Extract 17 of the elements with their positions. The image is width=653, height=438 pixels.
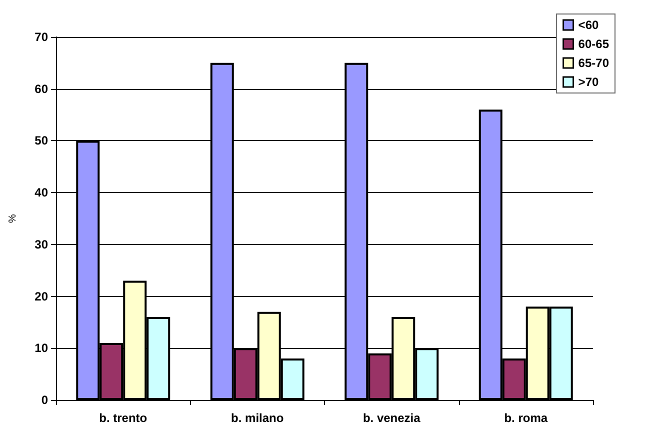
- y-tick-label: 50: [34, 134, 48, 148]
- x-tick-label: b. trento: [99, 411, 148, 425]
- y-tick-label: 70: [34, 30, 48, 44]
- y-axis-title: %: [8, 214, 18, 223]
- y-tick-label: 10: [34, 341, 48, 356]
- y-tick-label: 30: [34, 237, 48, 252]
- legend-label: 65-70: [578, 56, 610, 70]
- legend-label: <60: [578, 18, 599, 32]
- x-tick-label: b. roma: [504, 411, 548, 425]
- legend-label: 60-65: [578, 37, 610, 51]
- legend-label: >70: [578, 75, 599, 89]
- y-tick-label: 40: [34, 186, 48, 200]
- y-tick-label: 60: [34, 82, 48, 96]
- x-tick-label: b. milano: [231, 411, 284, 425]
- x-tick-label: b. venezia: [362, 411, 421, 425]
- y-tick-label: 20: [34, 289, 48, 304]
- y-tick-label: 0: [41, 393, 48, 407]
